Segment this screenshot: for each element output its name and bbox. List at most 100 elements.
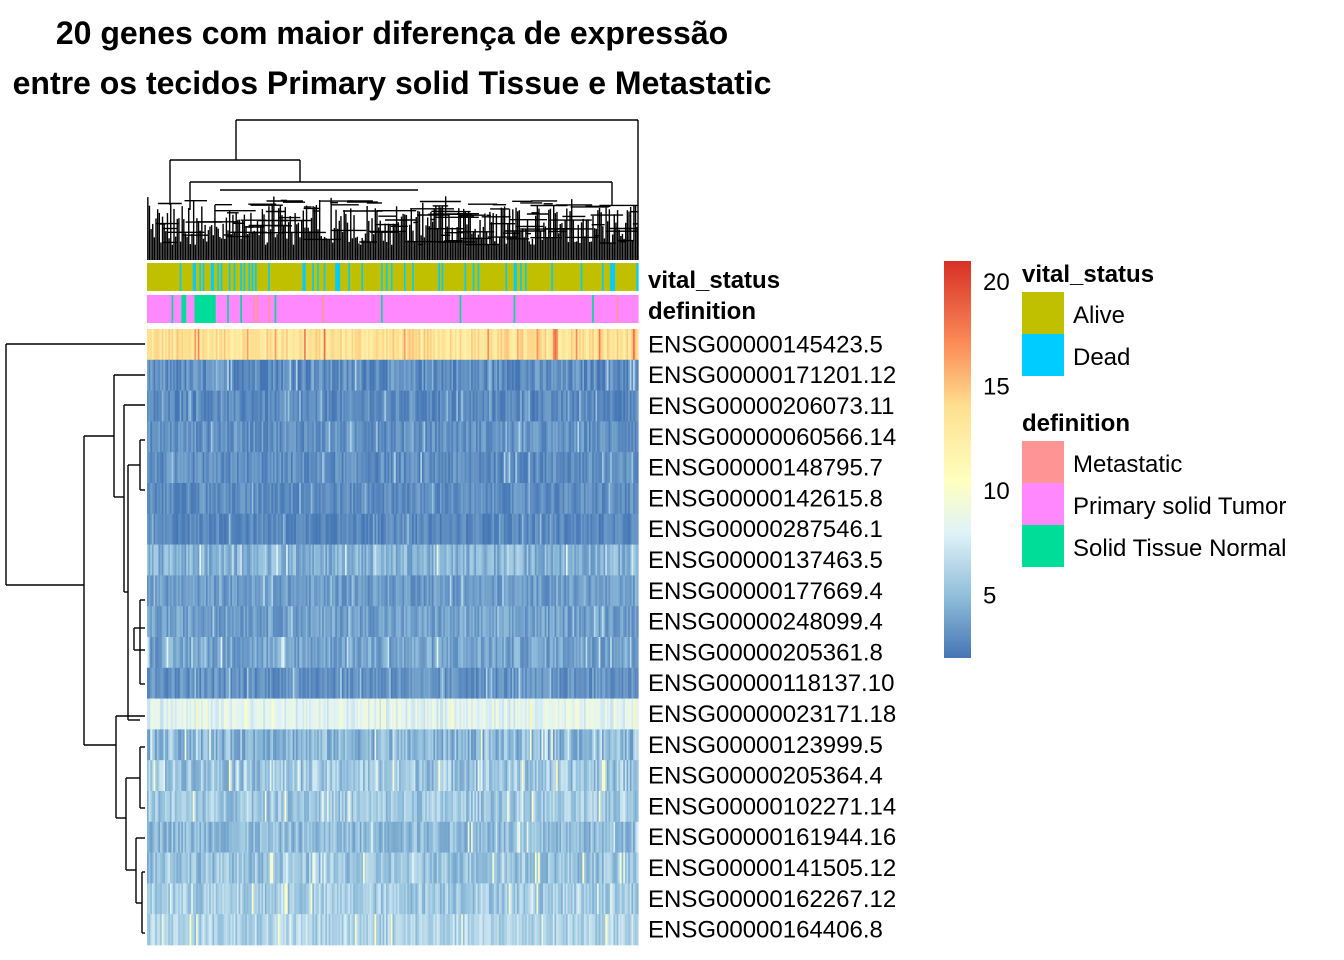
heatmap-cell: [359, 698, 363, 730]
heatmap-cell: [268, 637, 271, 669]
heatmap-cell: [168, 667, 171, 699]
heatmap-cell: [336, 329, 340, 361]
heatmap-cell: [209, 729, 212, 761]
heatmap-cell: [613, 606, 616, 638]
heatmap-cell: [556, 421, 559, 453]
heatmap-cell: [547, 729, 551, 761]
heatmap-cell: [567, 329, 570, 361]
heatmap-cell: [155, 729, 158, 761]
heatmap-cell: [292, 483, 295, 515]
heatmap-cell: [349, 452, 353, 484]
heatmap-cell: [304, 821, 307, 853]
heatmap-cell: [443, 390, 446, 422]
heatmap-cell: [271, 575, 274, 607]
heatmap-cell: [480, 637, 484, 669]
heatmap-cell: [466, 606, 469, 638]
heatmap-cell: [539, 390, 543, 422]
heatmap-cell: [279, 606, 282, 638]
heatmap-cell: [547, 544, 551, 576]
heatmap-cell: [392, 606, 395, 638]
heatmap-cell: [598, 575, 601, 607]
heatmap-cell: [438, 452, 441, 484]
heatmap-cell: [287, 667, 290, 699]
heatmap-cell: [256, 606, 259, 638]
heatmap-cell: [472, 791, 475, 823]
heatmap-cell: [489, 760, 492, 792]
heatmap-cell: [219, 606, 222, 638]
heatmap-cell: [402, 329, 405, 361]
heatmap-cell: [408, 667, 412, 699]
heatmap-cell: [150, 329, 153, 361]
heatmap-cell: [330, 452, 333, 484]
heatmap-cell: [390, 483, 394, 515]
heatmap-cell: [271, 791, 274, 823]
heatmap-cell: [264, 359, 268, 391]
heatmap-cell: [610, 513, 613, 545]
heatmap-cell: [178, 513, 181, 545]
heatmap-cell: [261, 606, 264, 638]
heatmap-cell: [621, 421, 624, 453]
heatmap-cell: [163, 729, 166, 761]
heatmap-cell: [338, 329, 341, 361]
heatmap-cell: [457, 544, 461, 576]
heatmap-cell: [544, 513, 547, 545]
heatmap-cell: [345, 483, 348, 515]
heatmap-cell: [356, 390, 359, 422]
heatmap-cell: [169, 637, 173, 669]
heatmap-cell: [325, 821, 328, 853]
heatmap-cell: [241, 729, 245, 761]
heatmap-cell: [363, 513, 366, 545]
heatmap-cell: [196, 606, 199, 638]
heatmap-cell: [340, 729, 343, 761]
heatmap-cell: [281, 452, 284, 484]
heatmap-cell: [575, 483, 579, 515]
heatmap-cell: [529, 637, 533, 669]
heatmap-cell: [346, 544, 349, 576]
heatmap-cell: [546, 544, 549, 576]
heatmap-cell: [435, 544, 438, 576]
heatmap-cell: [354, 667, 358, 699]
heatmap-cell: [282, 483, 286, 515]
heatmap-cell: [585, 791, 588, 823]
heatmap-cell: [377, 667, 381, 699]
heatmap-cell: [497, 791, 500, 823]
heatmap-cell: [235, 390, 238, 422]
heatmap-cell: [595, 390, 598, 422]
heatmap-cell: [327, 452, 330, 484]
heatmap-cell: [583, 544, 587, 576]
heatmap-cell: [166, 390, 169, 422]
heatmap-cell: [592, 791, 595, 823]
heatmap-cell: [220, 729, 223, 761]
heatmap-cell: [582, 483, 585, 515]
heatmap-cell: [184, 359, 187, 391]
heatmap-cell: [219, 483, 222, 515]
heatmap-cell: [471, 698, 474, 730]
heatmap-cell: [507, 606, 510, 638]
heatmap-cell: [192, 390, 196, 422]
heatmap-cell: [161, 729, 164, 761]
heatmap-cell: [291, 329, 294, 361]
heatmap-cell: [361, 329, 364, 361]
heatmap-cell: [313, 390, 317, 422]
heatmap-cell: [269, 513, 272, 545]
heatmap-cell: [407, 421, 410, 453]
heatmap-cell: [341, 606, 344, 638]
heatmap-cell: [415, 637, 418, 669]
heatmap-cell: [564, 606, 567, 638]
heatmap-cell: [165, 821, 168, 853]
heatmap-cell: [418, 821, 421, 853]
heatmap-cell: [562, 606, 565, 638]
heatmap-cell: [217, 791, 220, 823]
heatmap-cell: [227, 359, 230, 391]
heatmap-cell: [284, 421, 287, 453]
heatmap-cell: [310, 637, 313, 669]
heatmap-cell: [436, 637, 439, 669]
heatmap-cell: [564, 791, 567, 823]
heatmap-cell: [556, 483, 559, 515]
heatmap-cell: [255, 513, 258, 545]
heatmap-cell: [331, 390, 335, 422]
heatmap-cell: [222, 760, 225, 792]
heatmap-cell: [603, 729, 606, 761]
heatmap-cell: [457, 667, 461, 699]
heatmap-cell: [497, 329, 500, 361]
